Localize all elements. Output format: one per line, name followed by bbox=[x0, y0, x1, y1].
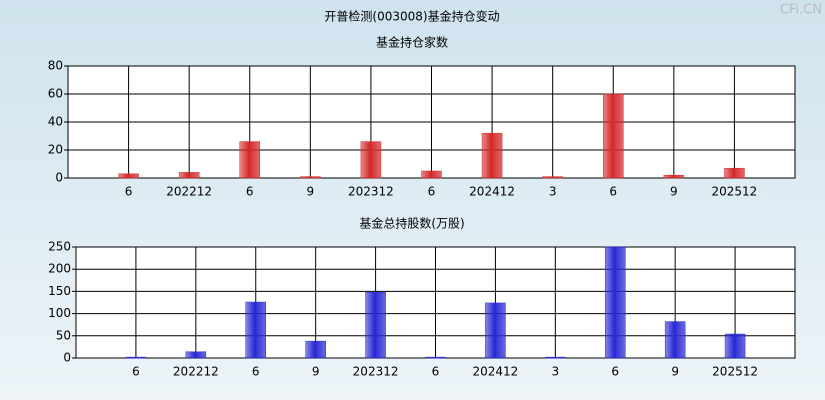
x-tick-label: 202312 bbox=[353, 365, 399, 379]
x-tick-label: 202512 bbox=[712, 365, 758, 379]
y-tick-label: 0 bbox=[55, 171, 63, 185]
bar bbox=[305, 340, 326, 359]
page-title: 开普检测(003008)基金持仓变动 bbox=[324, 9, 499, 24]
x-tick-label: 6 bbox=[132, 365, 140, 379]
y-tick-label: 40 bbox=[48, 115, 63, 129]
bar bbox=[724, 333, 746, 359]
bar bbox=[485, 302, 506, 359]
chart-title: 基金持仓家数 bbox=[376, 35, 448, 50]
x-tick-label: 9 bbox=[312, 365, 320, 379]
bar bbox=[300, 176, 321, 179]
y-tick-label: 50 bbox=[56, 328, 71, 342]
x-tick-label: 202312 bbox=[348, 185, 394, 199]
y-tick-label: 250 bbox=[48, 240, 71, 254]
bar bbox=[663, 174, 685, 179]
watermark: CFi.CN bbox=[780, 3, 822, 18]
bar bbox=[178, 172, 200, 179]
chart-title: 基金总持股数(万股) bbox=[359, 216, 464, 231]
y-tick-label: 60 bbox=[48, 87, 63, 101]
bar bbox=[125, 356, 147, 359]
bar bbox=[185, 351, 207, 359]
y-tick-label: 80 bbox=[48, 59, 63, 73]
bar bbox=[365, 292, 386, 359]
y-tick-label: 20 bbox=[48, 143, 63, 157]
x-tick-label: 9 bbox=[670, 185, 678, 199]
y-tick-label: 150 bbox=[48, 284, 71, 298]
x-tick-label: 6 bbox=[125, 185, 133, 199]
bar bbox=[481, 132, 503, 179]
bar bbox=[425, 356, 446, 359]
x-tick-label: 9 bbox=[671, 365, 679, 379]
bar bbox=[664, 321, 686, 359]
y-tick-label: 0 bbox=[63, 351, 71, 365]
bar bbox=[421, 170, 442, 179]
bar bbox=[605, 246, 626, 359]
x-tick-label: 6 bbox=[428, 185, 436, 199]
bar bbox=[118, 173, 139, 179]
y-tick-label: 100 bbox=[48, 306, 71, 320]
x-tick-label: 6 bbox=[246, 185, 254, 199]
bar bbox=[724, 167, 745, 179]
bar bbox=[360, 141, 382, 179]
x-tick-label: 6 bbox=[611, 365, 619, 379]
x-tick-label: 202212 bbox=[166, 185, 212, 199]
x-tick-label: 202412 bbox=[469, 185, 515, 199]
bar bbox=[545, 356, 566, 359]
bar bbox=[239, 141, 260, 179]
x-tick-label: 9 bbox=[307, 185, 315, 199]
bar bbox=[542, 176, 563, 179]
x-tick-label: 202412 bbox=[473, 365, 519, 379]
x-tick-label: 6 bbox=[252, 365, 260, 379]
x-tick-label: 6 bbox=[609, 185, 617, 199]
x-tick-label: 202212 bbox=[173, 365, 219, 379]
x-tick-label: 3 bbox=[552, 365, 560, 379]
y-tick-label: 200 bbox=[48, 262, 71, 276]
bar bbox=[603, 93, 624, 179]
x-tick-label: 202512 bbox=[712, 185, 758, 199]
bar bbox=[245, 301, 266, 359]
x-tick-label: 6 bbox=[432, 365, 440, 379]
x-tick-label: 3 bbox=[549, 185, 557, 199]
